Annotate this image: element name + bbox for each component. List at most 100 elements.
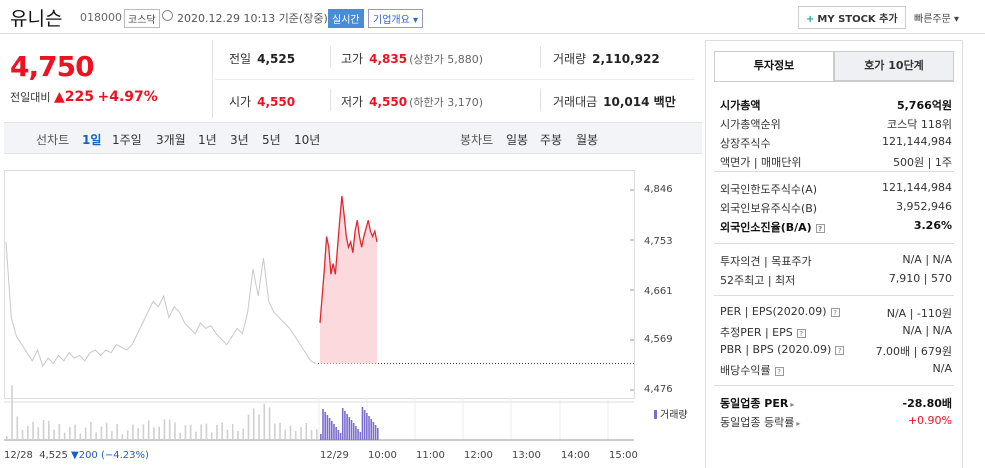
volume-bar: [350, 420, 353, 440]
invest-row: 52주최고 | 최저 7,910 | 570: [720, 272, 952, 290]
volume-bar: [357, 429, 359, 440]
help-icon[interactable]: ?: [830, 308, 840, 317]
volume-bar: [279, 422, 281, 440]
volume-bar: [368, 416, 370, 440]
stat-label: 거래량: [553, 52, 587, 66]
period-1week[interactable]: 1주일: [112, 133, 142, 147]
y-tick-label: 4,753: [644, 236, 673, 247]
invest-row: 시가총액순위 코스닥 118위: [720, 116, 952, 134]
volume-bar: [79, 433, 82, 440]
volume-bar: [184, 425, 187, 440]
stat-volume: 거래량 2,110,922: [553, 50, 660, 67]
chevron-down-icon: ▾: [413, 15, 419, 26]
period-3month[interactable]: 3개월: [156, 133, 186, 147]
invest-row-value: N/A | N/A: [902, 324, 952, 337]
volume-bar: [247, 414, 250, 440]
volume-bar: [27, 426, 29, 440]
invest-row-value: N/A: [932, 362, 952, 375]
volume-bar: [316, 429, 318, 440]
price-summary: 4,750 전일대비 ▲225 +4.97%: [4, 40, 212, 120]
volume-bar: [374, 425, 377, 440]
x-tick-label: 14:00: [561, 450, 590, 461]
invest-row-label: 추정PER | EPS?: [720, 324, 806, 340]
invest-row-value: 5,766억원: [896, 99, 952, 112]
line-chart-title: 선차트: [36, 133, 70, 147]
volume-bar: [322, 409, 324, 440]
period-1day[interactable]: 1일: [82, 133, 102, 147]
tab-invest-info[interactable]: 투자정보: [714, 51, 834, 81]
volume-bar: [53, 429, 55, 440]
x-tick-label: 12/29: [320, 450, 349, 461]
company-info-label: 기업개요: [373, 15, 410, 26]
volume-bar: [21, 430, 24, 440]
candle-weekly[interactable]: 주봉: [540, 133, 563, 147]
x-tick-label: 12:00: [464, 450, 493, 461]
y-tick-label: 4,846: [644, 184, 673, 195]
invest-row-label[interactable]: 동일업종 등락률 ▸: [720, 416, 801, 429]
invest-row: 배당수익률? N/A: [720, 362, 952, 380]
invest-row: 외국인한도주식수(A) 121,144,984: [720, 181, 952, 199]
volume-bar: [328, 418, 331, 440]
volume-bar: [200, 424, 203, 440]
today-area: [320, 195, 377, 364]
volume-bar: [37, 427, 40, 440]
volume-bar: [370, 419, 373, 440]
volume-bar: [216, 425, 218, 440]
volume-bar: [335, 427, 337, 440]
divider: [540, 89, 541, 111]
volume-bar: [6, 436, 8, 440]
change-percent: +4.97%: [97, 89, 158, 105]
quick-order-button[interactable]: 빠른주문 ▾: [914, 10, 959, 25]
help-icon[interactable]: ?: [835, 346, 845, 355]
volume-bar: [16, 416, 19, 440]
volume-bar: [205, 423, 208, 440]
tab-order-book[interactable]: 호가 10단계: [834, 51, 954, 81]
volume-bar: [337, 430, 340, 440]
volume-bar: [359, 432, 362, 440]
invest-row-value: 121,144,984: [882, 181, 952, 194]
stat-label: 저가: [341, 95, 364, 109]
add-my-stock-button[interactable]: + MY STOCK 추가: [798, 6, 906, 29]
divider: [714, 385, 954, 386]
volume-bar: [174, 422, 176, 440]
volume-bar: [300, 427, 302, 440]
stat-label: 전일: [229, 52, 252, 66]
divider: [714, 171, 954, 172]
invest-row-value: 3.26%: [913, 219, 952, 232]
arrow-right-icon: ▸: [790, 400, 795, 409]
period-3year[interactable]: 3년: [230, 133, 249, 147]
candle-monthly[interactable]: 월봉: [576, 133, 599, 147]
help-icon[interactable]: ?: [774, 367, 784, 376]
intraday-chart[interactable]: 4,846 4,753 4,661 4,569 4,476 거래량 12/28 …: [4, 170, 702, 468]
volume-bar: [105, 422, 108, 440]
panel-tabs: 투자정보 호가 10단계: [714, 51, 954, 81]
divider: [330, 46, 331, 68]
prev-day-summary: 12/28 4,525 ▼200 (−4.23%): [4, 450, 149, 461]
volume-bar: [355, 426, 357, 440]
plus-icon: +: [806, 14, 815, 25]
period-10year[interactable]: 10년: [294, 133, 321, 147]
invest-row-label: 외국인소진율(B/A)?: [720, 219, 825, 235]
volume-bar: [142, 424, 145, 440]
help-icon[interactable]: ?: [796, 329, 806, 338]
invest-row-value: 코스닥 118위: [887, 118, 952, 131]
divider: [330, 89, 331, 111]
volume-bar: [168, 419, 171, 440]
stat-value: 4,550: [369, 95, 408, 109]
prev-day-line: [5, 241, 317, 368]
period-1year[interactable]: 1년: [198, 133, 217, 147]
volume-bar: [137, 428, 139, 440]
stat-amount: 거래대금 10,014 백만: [553, 93, 676, 110]
candle-daily[interactable]: 일봉: [506, 133, 529, 147]
realtime-badge[interactable]: 실시간: [328, 9, 364, 28]
invest-row-label: 액면가 | 매매단위: [720, 156, 802, 169]
period-5year[interactable]: 5년: [262, 133, 281, 147]
invest-row-value: N/A | -110원: [886, 307, 952, 320]
company-info-dropdown[interactable]: 기업개요 ▾: [368, 9, 424, 28]
volume-bar: [324, 412, 326, 440]
volume-bar: [363, 410, 366, 440]
volume-bar: [121, 434, 124, 440]
invest-row-label[interactable]: 동일업종 PER ▸: [720, 397, 795, 410]
volume-bar: [237, 431, 239, 440]
help-icon[interactable]: ?: [815, 224, 825, 233]
